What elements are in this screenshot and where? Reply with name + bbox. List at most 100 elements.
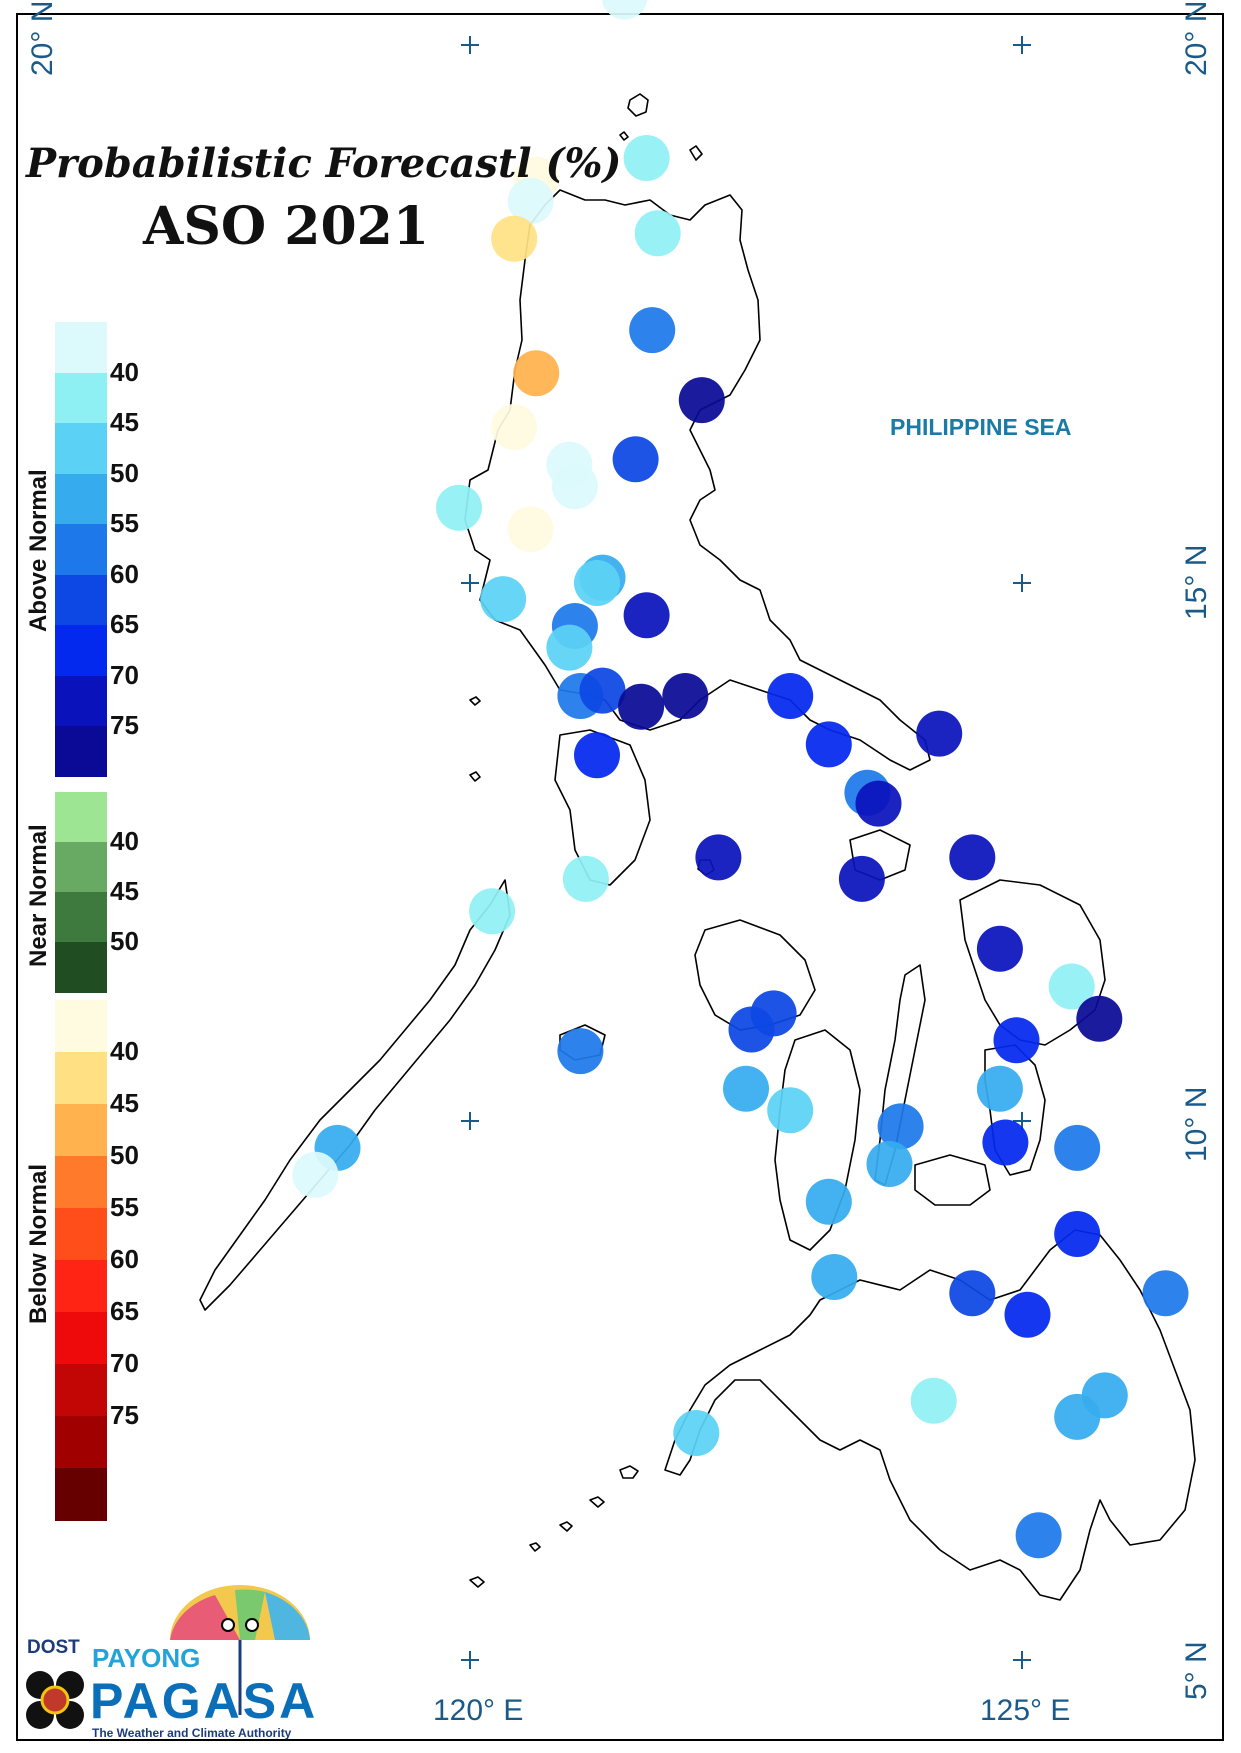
- legend-swatch: [55, 423, 107, 474]
- legend-tick-label: 45: [110, 407, 139, 437]
- legend-swatch: [55, 524, 107, 575]
- station-marker-above: [557, 1028, 604, 1075]
- station-marker-above: [629, 307, 676, 354]
- legend-swatch: [55, 322, 107, 373]
- legend-tick-label: 70: [110, 1348, 139, 1378]
- legend-swatch: [55, 372, 107, 424]
- legend-swatch: [55, 726, 107, 777]
- station-marker-above: [855, 780, 902, 827]
- station-marker-above: [1048, 963, 1095, 1010]
- legend-tick-label: 65: [110, 609, 139, 639]
- lat-label-mid: 15° N: [1180, 544, 1213, 620]
- station-marker-above: [695, 834, 742, 881]
- logo-pagasa-text: PAGASA: [90, 1673, 319, 1729]
- station-marker-above: [976, 1065, 1023, 1112]
- legend-tick-label: 75: [110, 710, 139, 740]
- station-marker-above: [976, 925, 1023, 972]
- lon-label-left: 120° E: [433, 1694, 524, 1727]
- station-marker-above: [811, 1254, 858, 1300]
- legend-tick-label: 55: [110, 508, 139, 538]
- graticule-ticks: [461, 36, 1031, 1669]
- legend-tick-label: 40: [110, 826, 139, 856]
- station-marker-above: [574, 732, 620, 779]
- lat-label-low: 10° N: [1180, 1086, 1213, 1162]
- legend-tick-label: 50: [110, 926, 139, 956]
- legend-swatch: [55, 625, 107, 676]
- station-marker-above: [469, 888, 516, 935]
- station-marker-above: [993, 1017, 1040, 1064]
- station-marker-below: [507, 506, 554, 553]
- station-marker-above: [982, 1119, 1029, 1166]
- station-marker-above: [805, 1178, 852, 1225]
- legend-swatch: [55, 1156, 107, 1209]
- legend-swatch: [55, 1000, 107, 1053]
- legend-swatch: [55, 1364, 107, 1417]
- legend-tick-label: 45: [110, 1088, 139, 1118]
- station-marker-above: [436, 484, 482, 531]
- lat-label-bottom: 5° N: [1180, 1641, 1213, 1700]
- station-marker-above: [562, 855, 609, 902]
- map-title: Probabilistic Forecastl (%): [26, 140, 622, 187]
- map-subtitle: ASO 2021: [143, 196, 430, 257]
- legend-swatch: [55, 574, 107, 626]
- station-marker-above: [634, 210, 681, 257]
- legend-tick-label: 50: [110, 1140, 139, 1170]
- legend-tick-label: 65: [110, 1296, 139, 1326]
- island-bohol: [914, 1154, 991, 1206]
- station-marker-above: [767, 673, 814, 719]
- island-samar: [959, 879, 1106, 1046]
- station-marker-above: [1054, 1393, 1101, 1440]
- island-palawan: [199, 879, 511, 1311]
- legend-swatch: [55, 1260, 107, 1313]
- legend-swatch: [55, 1052, 107, 1105]
- station-marker-above: [1004, 1291, 1051, 1338]
- legend-tick-label: 40: [110, 1036, 139, 1066]
- station-marker-above: [546, 624, 593, 671]
- station-marker-above: [805, 721, 852, 768]
- station-marker-below: [491, 215, 538, 262]
- legend-swatch: [55, 942, 107, 993]
- station-marker-above: [910, 1377, 957, 1424]
- lat-label-top-left: 20° N: [26, 0, 59, 76]
- lat-label-top-right: 20° N: [1180, 0, 1213, 76]
- station-marker-above: [1142, 1270, 1189, 1317]
- station-marker-above: [838, 855, 885, 902]
- station-marker-above: [767, 1087, 814, 1134]
- legend-tick-label: 60: [110, 1244, 139, 1274]
- station-marker-above: [916, 710, 963, 757]
- legend-tick-label: 70: [110, 659, 139, 690]
- legend-swatch: [55, 1208, 107, 1261]
- station-marker-above: [866, 1141, 913, 1187]
- sea-label: PHILIPPINE SEA: [890, 414, 1072, 440]
- station-marker-above: [1054, 1211, 1101, 1257]
- legend-swatch: [55, 473, 107, 525]
- station-marker-above: [292, 1151, 339, 1198]
- station-marker-above: [612, 436, 659, 483]
- island-babuyan: [619, 131, 703, 161]
- station-marker-below: [491, 404, 538, 450]
- station-marker-above: [662, 673, 709, 719]
- station-marker-above: [623, 135, 670, 181]
- station-markers: [292, 0, 1189, 1559]
- legend-swatch: [55, 892, 107, 943]
- station-marker-above: [579, 667, 626, 714]
- pagasa-logo: DOST PAYONG PAGASA The Weather and Clima…: [20, 1580, 320, 1740]
- station-marker-above: [949, 834, 996, 881]
- station-marker-above: [601, 0, 648, 20]
- station-marker-above: [673, 1410, 720, 1456]
- station-marker-above: [623, 592, 670, 639]
- legend-tick-label: 50: [110, 457, 139, 488]
- island-sulu: [469, 1465, 639, 1588]
- legend-category-below: Below Normal: [25, 1163, 52, 1324]
- legend-tick-label: 75: [110, 1400, 139, 1430]
- legend-swatch: [55, 675, 107, 727]
- legend-tick-label: 45: [110, 876, 139, 906]
- map-frame: [16, 13, 1224, 1741]
- station-marker-above: [1054, 1124, 1101, 1171]
- legend-swatch: [55, 1416, 107, 1469]
- legend-category-near: Near Normal: [25, 824, 52, 967]
- lon-label-right: 125° E: [980, 1694, 1071, 1727]
- station-marker-above: [877, 1103, 924, 1150]
- station-marker-above: [1076, 995, 1123, 1042]
